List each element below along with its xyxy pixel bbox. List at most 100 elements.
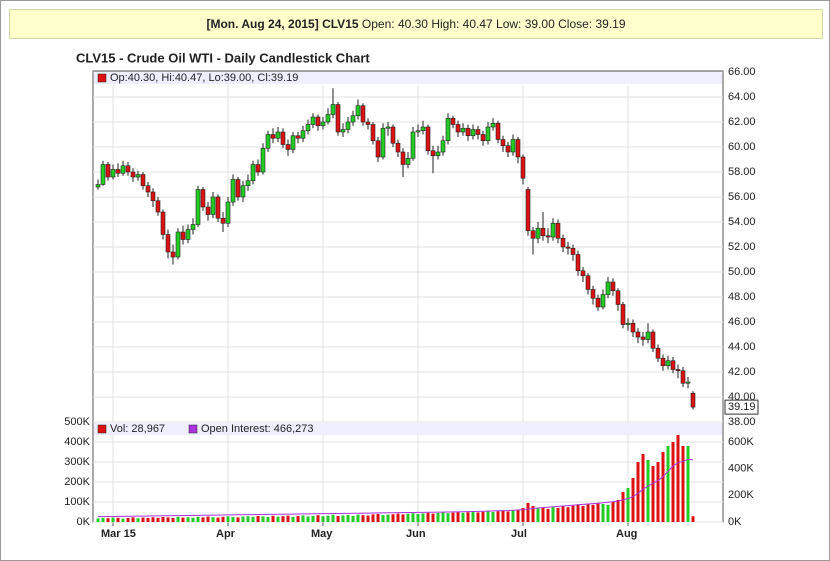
candle-body — [220, 217, 226, 224]
volume-bar — [306, 516, 310, 522]
volume-bar — [321, 516, 325, 522]
volume-tick-label: 0K — [77, 516, 91, 528]
candle-body — [475, 129, 481, 135]
volume-bar — [626, 488, 630, 522]
oi-legend: Open Interest: 466,273 — [201, 423, 314, 435]
candle-body — [515, 139, 521, 158]
volume-bar — [326, 515, 330, 522]
candle-body — [385, 126, 391, 129]
candle-body — [605, 281, 611, 295]
volume-bar — [141, 517, 145, 522]
volume-bar — [221, 516, 225, 522]
candle-body — [425, 126, 431, 152]
volume-legend: Vol: 28,967 — [110, 423, 165, 435]
volume-bar — [361, 515, 365, 522]
candle-body — [270, 134, 276, 139]
candle-body — [325, 114, 331, 123]
candle-body — [585, 275, 591, 290]
volume-bar — [601, 504, 605, 522]
volume-bar — [186, 517, 190, 522]
quote-fields: Open: 40.30 High: 40.47 Low: 39.00 Close… — [362, 17, 626, 31]
volume-bar — [661, 452, 665, 522]
y-tick-label: 60.00 — [728, 141, 756, 153]
volume-bar — [156, 517, 160, 522]
volume-bar — [611, 502, 615, 522]
candle-body — [400, 151, 406, 165]
volume-bar — [126, 518, 130, 522]
volume-tick-label: 500K — [64, 416, 90, 428]
candle-body — [255, 164, 261, 173]
volume-bar — [466, 512, 470, 522]
candle-body — [130, 171, 136, 178]
volume-bar — [646, 460, 650, 522]
candle-body — [330, 104, 336, 115]
candle-body — [370, 124, 376, 142]
candle-body — [670, 360, 676, 370]
x-tick-label: Jul — [511, 528, 527, 540]
candle-body — [215, 196, 221, 219]
volume-bar — [196, 517, 200, 522]
candle-body — [185, 229, 191, 240]
candle-body — [290, 135, 296, 150]
volume-bar — [431, 513, 435, 522]
volume-bar — [166, 517, 170, 522]
y-tick-label: 48.00 — [728, 291, 756, 303]
volume-bar — [131, 517, 135, 522]
volume-bar — [491, 512, 495, 522]
volume-bar — [171, 518, 175, 522]
candle-body — [690, 392, 696, 408]
x-tick-label: Apr — [216, 528, 236, 540]
volume-bar — [111, 517, 115, 522]
volume-bar — [336, 516, 340, 522]
volume-bar — [261, 516, 265, 522]
volume-bar — [676, 428, 680, 522]
candle-body — [295, 135, 301, 139]
candle-body — [360, 105, 366, 123]
candle-body — [650, 331, 656, 349]
quote-symbol: CLV15 — [322, 17, 359, 31]
legend-swatch — [188, 424, 198, 434]
volume-bar — [421, 513, 425, 522]
volume-bar — [396, 513, 400, 522]
candle-body — [235, 179, 241, 198]
candle-body — [620, 304, 626, 325]
volume-bar — [406, 513, 410, 522]
volume-bar — [636, 462, 640, 522]
candle-body — [275, 131, 281, 139]
quote-field-value: 39.00 — [524, 17, 555, 31]
y-tick-label: 54.00 — [728, 216, 756, 228]
candle-body — [635, 331, 641, 338]
candle-body — [335, 104, 341, 133]
candle-body — [420, 126, 426, 132]
candle-body — [115, 169, 121, 174]
volume-bar — [251, 516, 255, 522]
candle-body — [460, 127, 466, 133]
volume-bar — [456, 512, 460, 522]
volume-bar — [351, 515, 355, 522]
quote-field-value: 40.47 — [462, 17, 493, 31]
candle-body — [640, 336, 646, 340]
volume-bar — [516, 509, 520, 522]
volume-bar — [551, 507, 555, 522]
volume-bar — [236, 517, 240, 522]
candle-body — [665, 360, 671, 367]
volume-bar — [541, 507, 545, 522]
candle-body — [305, 124, 311, 132]
candle-body — [595, 297, 601, 308]
legend-swatch — [97, 424, 107, 434]
volume-bar — [566, 507, 570, 522]
volume-bar — [176, 516, 180, 522]
last-price-label: 39.19 — [728, 401, 756, 413]
oi-tick-label: 400K — [728, 463, 754, 475]
volume-bar — [461, 512, 465, 522]
candle-body — [440, 140, 446, 153]
candle-body — [200, 189, 206, 208]
volume-bar — [526, 503, 530, 522]
candle-body — [625, 322, 631, 325]
candle-body — [500, 139, 506, 147]
volume-bar — [276, 516, 280, 522]
volume-bar — [416, 514, 420, 522]
candle-body — [105, 164, 111, 178]
chart-title: CLV15 - Crude Oil WTI - Daily Candlestic… — [76, 50, 370, 65]
